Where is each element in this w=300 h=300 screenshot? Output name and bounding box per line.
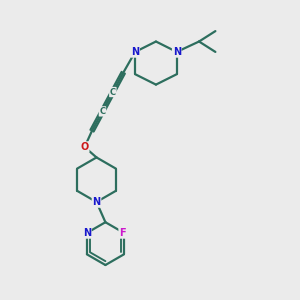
Text: F: F <box>119 228 126 238</box>
Text: N: N <box>173 47 181 57</box>
Text: N: N <box>83 228 91 238</box>
Text: O: O <box>80 142 89 152</box>
Text: N: N <box>131 47 139 57</box>
Text: C: C <box>99 107 106 116</box>
Text: N: N <box>92 197 101 207</box>
Text: C: C <box>110 88 116 97</box>
